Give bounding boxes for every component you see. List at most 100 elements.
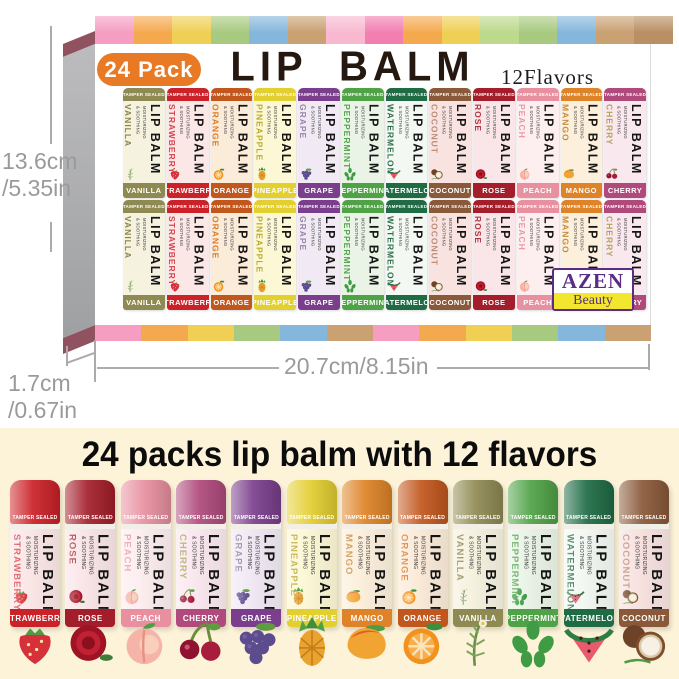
box-edge-stripe: [557, 16, 596, 44]
flavor-cell: TAMPER SEALED LIP BALM MOISTURIZING & SOO…: [10, 480, 60, 669]
width-dimension-label: 20.7cm/8.15in: [284, 353, 429, 379]
box-tube-row-top: TAMPER SEALED LIP BALM MOISTURIZING & SOO…: [123, 88, 646, 198]
tube-sub-label: MOISTURIZING & SOOTHING: [135, 536, 149, 575]
depth-tick-right: [94, 340, 96, 382]
tube-label: LIP BALM MOISTURIZING & SOOTHING STRAWBER…: [166, 213, 209, 295]
coconut-icon: [430, 167, 444, 181]
lip-balm-tube: TAMPER SEALED LIP BALM MOISTURIZING & SOO…: [120, 480, 171, 627]
box-front-panel: 24 Pack LIP BALM 12Flavors TAMPER SEALED…: [95, 44, 651, 325]
tube-flavor-label: WATERMELON: [385, 104, 396, 175]
tamper-seal-band: TAMPER SEALED: [166, 88, 209, 101]
lip-balm-tube: TAMPER SEALED LIP BALM MOISTURIZING & SOO…: [618, 480, 669, 627]
orange-icon: [395, 617, 451, 669]
tamper-seal-band: TAMPER SEALED: [473, 200, 515, 213]
tamper-seal-band: TAMPER SEALED: [516, 200, 559, 213]
rose-icon: [474, 279, 488, 293]
watermelon-icon: [386, 279, 401, 293]
tube-sub-label: MOISTURIZING & SOOTHING: [222, 218, 235, 251]
box-edge-stripe: [419, 325, 466, 341]
tamper-seal-band: TAMPER SEALED: [429, 88, 471, 101]
tamper-seal-band: TAMPER SEALED: [385, 200, 428, 213]
tube-cap: TAMPER SEALED: [563, 480, 614, 524]
tube-brand-label: LIP BALM: [322, 216, 337, 287]
tube-sub-label: MOISTURIZING & SOOTHING: [310, 106, 322, 139]
pack-count-badge: 24 Pack: [97, 53, 201, 86]
tube-label: LIP BALM MOISTURIZING & SOOTHING VANILLA: [123, 213, 165, 295]
pineapple-icon: [255, 167, 269, 181]
tube-flavor-band: ORANGE: [210, 183, 253, 198]
tube-cap: TAMPER SEALED: [342, 480, 393, 524]
watermelon-icon: [386, 167, 401, 181]
tamper-seal-label: TAMPER SEALED: [566, 515, 612, 521]
tube-flavor-band: COCONUT: [618, 609, 669, 627]
flavor-cell: TAMPER SEALED LIP BALM MOISTURIZING & SOO…: [395, 480, 451, 669]
tamper-seal-label: TAMPER SEALED: [166, 204, 209, 209]
tube-flavor-label: GRAPE: [232, 534, 244, 573]
box-tube-row-bottom: TAMPER SEALED LIP BALM MOISTURIZING & SOO…: [123, 200, 646, 310]
tube-label: LIP BALM MOISTURIZING & SOOTHING PEACH: [516, 213, 559, 295]
tube-sub-label: MOISTURIZING & SOOTHING: [397, 218, 410, 251]
tube-flavor-label: ORANGE: [210, 216, 221, 260]
strawberry-icon: [168, 167, 182, 181]
lip-balm-tube: TAMPER SEALED LIP BALM MOISTURIZING & SOO…: [563, 480, 614, 627]
tube-sub-label: MOISTURIZING & SOOTHING: [245, 536, 260, 575]
tube-flavor-label: MANGO: [343, 534, 355, 576]
box-edge-stripe: [518, 16, 558, 44]
tube-label: LIP BALM MOISTURIZING & SOOTHING COCONUT: [429, 101, 471, 183]
tube-flavor-band: STRAWBERRY: [166, 183, 209, 198]
tube-sub-label: MOISTURIZING & SOOTHING: [179, 106, 191, 139]
box-edge-stripe: [95, 325, 142, 341]
tamper-seal-label: TAMPER SEALED: [560, 204, 603, 209]
tube-brand-label: LIP BALM: [279, 104, 293, 175]
tube-flavor-label: COCONUT: [619, 534, 631, 590]
box-edge-stripe: [95, 16, 134, 44]
tube-sub-label: MOISTURIZING & SOOTHING: [467, 536, 481, 575]
tube-brand-label: LIP BALM: [537, 534, 555, 621]
tube-sub-label: MOISTURIZING & SOOTHING: [633, 536, 647, 575]
tamper-seal-label: TAMPER SEALED: [341, 204, 384, 209]
tube-brand-label: LIP BALM: [147, 216, 162, 287]
tube-flavor-band: PEPPERMINT: [341, 295, 384, 310]
tube-neck: [508, 524, 559, 529]
tamper-seal-label: TAMPER SEALED: [429, 92, 471, 97]
coconut-icon: [621, 587, 640, 606]
tube-flavor-label: GRAPE: [298, 104, 309, 140]
tamper-seal-band: TAMPER SEALED: [473, 88, 515, 101]
tube-flavor-band: PEPPERMINT: [341, 183, 384, 198]
tamper-seal-label: TAMPER SEALED: [510, 515, 556, 521]
height-dimension-label: 13.6cm /5.35in: [2, 148, 78, 201]
box-lip-balm-tube: TAMPER SEALED LIP BALM MOISTURIZING & SOO…: [429, 88, 471, 198]
box-edge-stripe: [287, 16, 327, 44]
tube-cap: TAMPER SEALED: [65, 480, 116, 524]
brand-logo-sub: Beauty: [554, 293, 632, 309]
tube-sub-label: MOISTURIZING & SOOTHING: [616, 106, 628, 139]
tamper-seal-label: TAMPER SEALED: [67, 515, 113, 521]
tube-flavor-band: VANILLA: [452, 609, 503, 627]
tube-flavor-band: PINEAPPLE: [254, 183, 296, 198]
tube-flavor-label: ORANGE: [398, 534, 410, 582]
tube-flavor-band: PEACH: [120, 609, 171, 627]
box-edge-stripe: [233, 325, 281, 341]
box-edge-stripe: [558, 325, 605, 341]
box-lip-balm-tube: TAMPER SEALED LIP BALM MOISTURIZING & SOO…: [473, 200, 515, 310]
tamper-seal-label: TAMPER SEALED: [210, 92, 253, 97]
tube-sub-label: MOISTURIZING & SOOTHING: [441, 218, 453, 251]
vanilla-icon: [450, 617, 506, 669]
tube-brand-label: LIP BALM: [366, 104, 381, 175]
tube-label: LIP BALM MOISTURIZING & SOOTHING PEPPERMI…: [341, 101, 384, 183]
flavor-cell: TAMPER SEALED LIP BALM MOISTURIZING & SOO…: [120, 480, 171, 669]
tube-sub-label: MOISTURIZING & SOOTHING: [529, 106, 541, 139]
tube-neck: [176, 524, 227, 529]
width-dimension-line-right: [437, 367, 649, 369]
tube-sub-label: MOISTURIZING & SOOTHING: [485, 106, 497, 139]
lip-balm-tube: TAMPER SEALED LIP BALM MOISTURIZING & SOO…: [342, 480, 393, 627]
tube-label: LIP BALM MOISTURIZING & SOOTHING PEACH: [516, 101, 559, 183]
tube-label: LIP BALM MOISTURIZING & SOOTHING ROSE ROS…: [65, 529, 116, 627]
tamper-seal-label: TAMPER SEALED: [341, 92, 384, 97]
tube-flavor-label: PEPPERMINT: [509, 534, 521, 606]
tube-sub-label: MOISTURIZING & SOOTHING: [485, 218, 497, 251]
box-edge-stripe: [187, 325, 234, 341]
tamper-seal-label: TAMPER SEALED: [254, 204, 296, 209]
tube-label: LIP BALM MOISTURIZING & SOOTHING VANILLA: [123, 101, 165, 183]
tamper-seal-band: TAMPER SEALED: [604, 88, 646, 101]
